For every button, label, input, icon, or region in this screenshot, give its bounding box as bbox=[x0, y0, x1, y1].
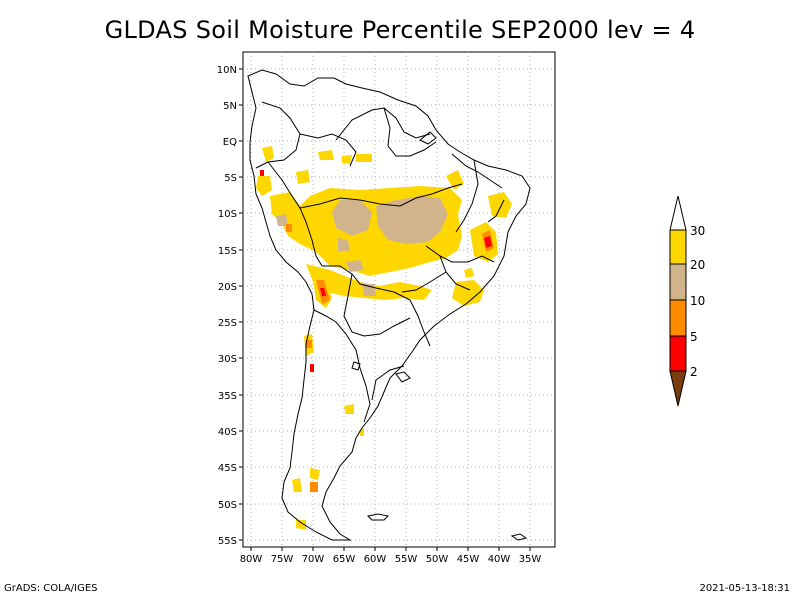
lon-label: 35W bbox=[519, 554, 542, 565]
shade-5-10 bbox=[310, 482, 318, 492]
shade-10-20 bbox=[276, 214, 288, 226]
shade-20-30 bbox=[310, 468, 320, 480]
shade-20-30 bbox=[464, 268, 474, 278]
lat-label: 10S bbox=[218, 209, 237, 220]
axis-ticks bbox=[239, 68, 531, 551]
shade-20-30 bbox=[452, 280, 484, 306]
lon-label: 75W bbox=[271, 554, 294, 565]
lat-label: 30S bbox=[218, 354, 237, 365]
lat-label: 55S bbox=[218, 536, 237, 547]
shade-2-5 bbox=[320, 288, 326, 296]
shade-20-30 bbox=[296, 520, 306, 530]
shade-20-30 bbox=[356, 154, 372, 162]
lat-labels: 10N 5N EQ 5S 10S 15S 20S 25S 30S 35S 40S… bbox=[217, 65, 237, 547]
legend-labels: 30 20 10 5 2 bbox=[690, 224, 705, 379]
shade-20-30 bbox=[446, 170, 464, 190]
lat-label: 5N bbox=[223, 101, 237, 112]
lon-label: 50W bbox=[426, 554, 449, 565]
shade-10-20 bbox=[338, 238, 350, 252]
shade-2-5 bbox=[310, 364, 314, 372]
shade-20-30 bbox=[262, 146, 274, 162]
shade-20-30 bbox=[306, 264, 432, 300]
legend-colorbar bbox=[669, 195, 687, 407]
legend-swatch-gt30 bbox=[669, 195, 687, 231]
lon-label: 40W bbox=[488, 554, 511, 565]
shade-2-5 bbox=[484, 236, 492, 248]
legend-swatch-lt2 bbox=[669, 370, 687, 407]
footer-timestamp: 2021-05-13-18:31 bbox=[699, 583, 790, 594]
lat-label: 5S bbox=[224, 173, 237, 184]
legend-label: 30 bbox=[690, 224, 705, 238]
legend-swatch-20-30 bbox=[669, 229, 687, 265]
lat-gridlines bbox=[243, 68, 555, 541]
legend-label: 5 bbox=[690, 330, 698, 344]
shade-10-20 bbox=[332, 200, 372, 236]
legend-swatch-2-5 bbox=[669, 335, 687, 372]
legend-label: 10 bbox=[690, 294, 705, 308]
lat-label: 15S bbox=[218, 246, 237, 257]
map-title: GLDAS Soil Moisture Percentile SEP2000 l… bbox=[104, 16, 696, 44]
legend-label: 2 bbox=[690, 365, 698, 379]
lon-label: 55W bbox=[395, 554, 418, 565]
shade-5-10 bbox=[286, 224, 292, 232]
lon-label: 65W bbox=[333, 554, 356, 565]
lon-label: 80W bbox=[240, 554, 263, 565]
footer-credit: GrADS: COLA/IGES bbox=[4, 583, 98, 594]
shade-20-30 bbox=[296, 170, 310, 184]
map-frame bbox=[242, 51, 556, 548]
lon-label: 45W bbox=[457, 554, 480, 565]
shade-2-5 bbox=[260, 170, 264, 176]
percentile-shading bbox=[256, 146, 512, 530]
lon-label: 70W bbox=[302, 554, 325, 565]
lat-label: 50S bbox=[218, 500, 237, 511]
shade-5-10 bbox=[306, 340, 312, 348]
lat-label: 45S bbox=[218, 463, 237, 474]
legend-swatch-10-20 bbox=[669, 263, 687, 301]
shade-10-20 bbox=[346, 260, 364, 272]
shade-20-30 bbox=[318, 150, 334, 160]
shade-20-30 bbox=[342, 155, 352, 164]
lat-label: 35S bbox=[218, 391, 237, 402]
shade-20-30 bbox=[360, 428, 364, 436]
lat-label: 10N bbox=[217, 65, 237, 76]
shade-20-30 bbox=[256, 176, 272, 196]
lon-label: 60W bbox=[364, 554, 387, 565]
lon-gridlines bbox=[250, 52, 531, 547]
shade-20-30 bbox=[344, 404, 354, 414]
lat-label: 20S bbox=[218, 282, 237, 293]
legend-swatch-5-10 bbox=[669, 299, 687, 337]
legend-label: 20 bbox=[690, 258, 705, 272]
shade-10-20 bbox=[376, 196, 448, 244]
lat-label: EQ bbox=[223, 137, 237, 148]
lon-labels: 80W 75W 70W 65W 60W 55W 50W 45W 40W 35W bbox=[240, 554, 542, 565]
shade-20-30 bbox=[488, 192, 512, 218]
lat-label: 40S bbox=[218, 427, 237, 438]
coastline bbox=[247, 69, 531, 541]
shade-20-30 bbox=[292, 478, 302, 492]
lat-label: 25S bbox=[218, 318, 237, 329]
